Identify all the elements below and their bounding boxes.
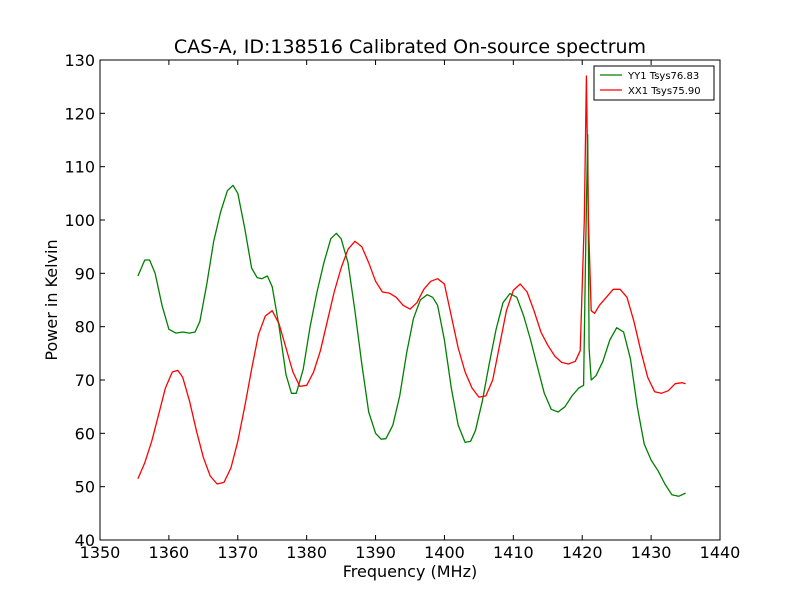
legend-entry-1: XX1 Tsys75.90 xyxy=(628,86,701,97)
y-tick-label: 100 xyxy=(64,211,95,230)
x-tick-label: 1390 xyxy=(355,543,396,562)
y-tick-label: 130 xyxy=(64,51,95,70)
x-tick-label: 1370 xyxy=(217,543,258,562)
chart-title: CAS-A, ID:138516 Calibrated On-source sp… xyxy=(174,36,646,58)
y-tick-label: 50 xyxy=(75,478,95,497)
series-layer xyxy=(137,75,686,497)
x-tick-label: 1410 xyxy=(493,543,534,562)
y-axis-label: Power in Kelvin xyxy=(42,239,61,360)
series-line-1 xyxy=(137,75,686,485)
legend-box xyxy=(593,65,715,101)
series-line-0 xyxy=(137,134,686,497)
x-tick-label: 1420 xyxy=(562,543,603,562)
y-tick-label: 80 xyxy=(75,318,95,337)
legend: YY1 Tsys76.83 XX1 Tsys75.90 xyxy=(593,65,715,101)
plot-frame xyxy=(99,59,721,541)
x-tick-label: 1350 xyxy=(80,543,121,562)
y-tick-label: 40 xyxy=(75,531,95,550)
x-tick-label: 1360 xyxy=(149,543,190,562)
legend-entry-0: YY1 Tsys76.83 xyxy=(627,71,699,82)
y-tick-label: 60 xyxy=(75,424,95,443)
x-tick-label: 1400 xyxy=(424,543,465,562)
x-tick-label: 1380 xyxy=(286,543,327,562)
y-tick-label: 110 xyxy=(64,158,95,177)
x-tick-label: 1430 xyxy=(631,543,672,562)
axis-ticks: 1350 1360 1370 1380 1390 1400 1410 1420 1430 1440… xyxy=(64,51,740,562)
y-tick-label: 120 xyxy=(64,104,95,123)
y-tick-label: 70 xyxy=(75,371,95,390)
x-tick-label: 1440 xyxy=(700,543,741,562)
x-axis-label: Frequency (MHz) xyxy=(343,562,477,581)
y-tick-label: 90 xyxy=(75,264,95,283)
